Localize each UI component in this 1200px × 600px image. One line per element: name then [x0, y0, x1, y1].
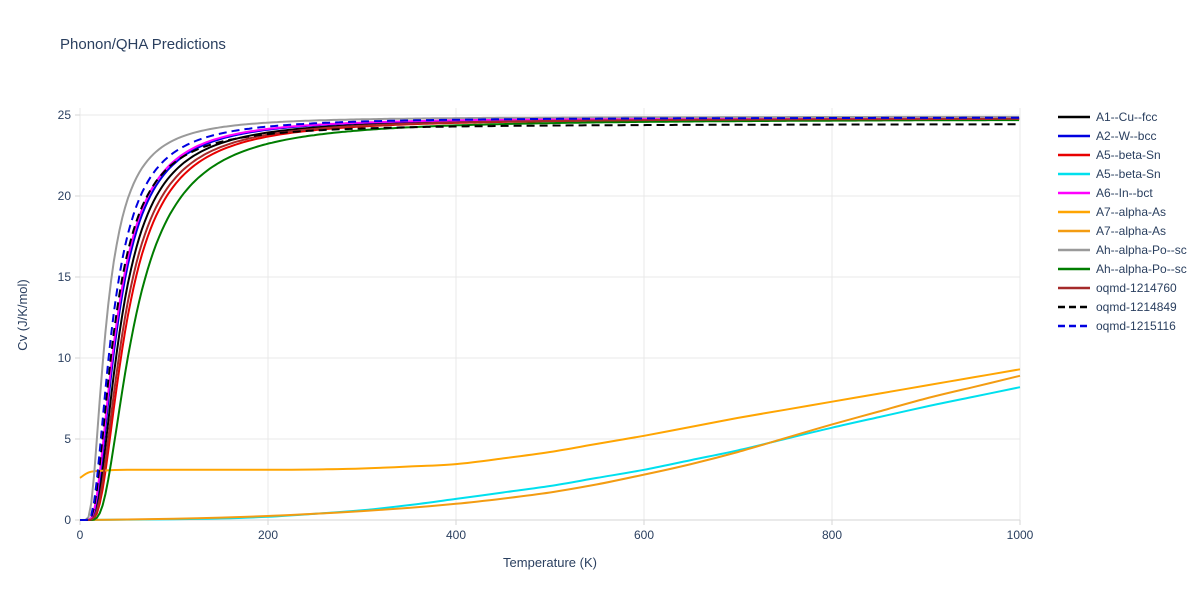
legend-item-label: oqmd-1215116	[1096, 319, 1176, 333]
legend-item-label: A6--In--bct	[1096, 186, 1153, 200]
legend-item-label: A7--alpha-As	[1096, 224, 1166, 238]
series-line	[80, 116, 1020, 521]
legend-item-label: Ah--alpha-Po--sc	[1096, 262, 1187, 276]
y-tick-label: 25	[58, 108, 72, 122]
y-tick-label: 0	[64, 513, 71, 527]
legend-item-label: A5--beta-Sn	[1096, 167, 1161, 181]
legend-item[interactable]: A5--beta-Sn	[1058, 148, 1161, 162]
legend-item[interactable]: A7--alpha-As	[1058, 224, 1166, 238]
x-tick-label: 800	[822, 528, 842, 542]
x-tick-label: 0	[77, 528, 84, 542]
legend-item[interactable]: oqmd-1214849	[1058, 300, 1177, 314]
legend-item[interactable]: A5--beta-Sn	[1058, 167, 1161, 181]
legend-item-label: A5--beta-Sn	[1096, 148, 1161, 162]
legend-item[interactable]: A2--W--bcc	[1058, 129, 1156, 143]
y-tick-label: 15	[58, 270, 72, 284]
x-tick-label: 400	[446, 528, 466, 542]
y-tick-label: 5	[64, 432, 71, 446]
legend-item[interactable]: A1--Cu--fcc	[1058, 110, 1157, 124]
y-axis-title: Cv (J/K/mol)	[15, 279, 30, 351]
legend-item[interactable]: Ah--alpha-Po--sc	[1058, 243, 1187, 257]
chart-title: Phonon/QHA Predictions	[60, 36, 226, 53]
legend-item-label: oqmd-1214849	[1096, 300, 1177, 314]
series-line	[79, 368, 1021, 479]
gridlines	[79, 108, 1021, 521]
data-curves	[79, 115, 1021, 521]
legend-item-label: A1--Cu--fcc	[1096, 110, 1157, 124]
legend-item[interactable]: oqmd-1214760	[1058, 281, 1177, 295]
legend-item-label: A2--W--bcc	[1096, 129, 1156, 143]
axis-ticks: 0 200 400 600 800 1000 0 5 10 15 20 25	[58, 108, 1034, 542]
series-line	[80, 115, 1020, 521]
series-line	[80, 119, 1020, 521]
legend-item[interactable]: Ah--alpha-Po--sc	[1058, 262, 1187, 276]
y-tick-label: 10	[58, 351, 72, 365]
series-line	[79, 374, 1021, 521]
series-line	[80, 117, 1020, 521]
series-line	[80, 123, 1020, 521]
legend-item[interactable]: A6--In--bct	[1058, 186, 1153, 200]
series-line	[80, 118, 1020, 521]
series-line	[80, 117, 1020, 521]
x-axis-title: Temperature (K)	[503, 555, 597, 570]
y-tick-label: 20	[58, 189, 72, 203]
legend-item[interactable]: oqmd-1215116	[1058, 319, 1176, 333]
x-tick-label: 200	[258, 528, 278, 542]
legend: A1--Cu--fcc A2--W--bcc A5--beta-Sn A5--beta…	[1058, 110, 1187, 333]
legend-item-label: A7--alpha-As	[1096, 205, 1166, 219]
legend-item[interactable]: A7--alpha-As	[1058, 205, 1166, 219]
legend-item-label: Ah--alpha-Po--sc	[1096, 243, 1187, 257]
x-tick-label: 1000	[1007, 528, 1034, 542]
legend-item-label: oqmd-1214760	[1096, 281, 1177, 295]
series-line	[80, 116, 1020, 521]
series-line	[80, 116, 1020, 521]
series-line	[79, 386, 1021, 521]
x-tick-label: 600	[634, 528, 654, 542]
